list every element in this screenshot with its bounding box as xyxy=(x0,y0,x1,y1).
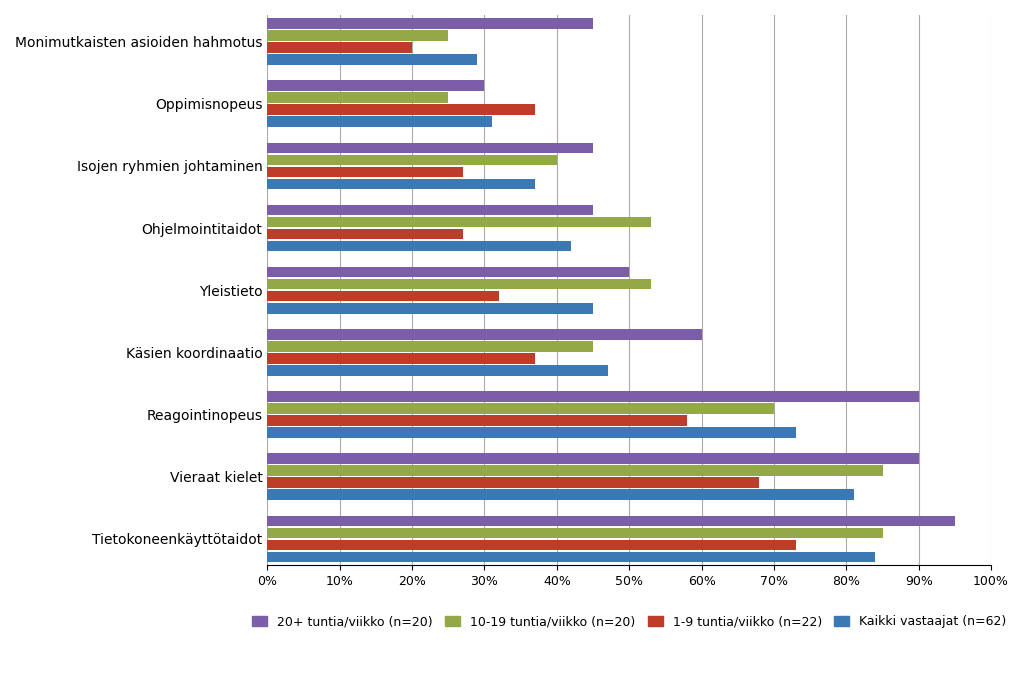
Bar xyxy=(267,241,571,251)
Bar xyxy=(267,303,593,314)
Bar xyxy=(267,166,463,177)
Bar xyxy=(267,155,557,165)
Bar xyxy=(267,489,854,500)
Bar xyxy=(267,18,593,29)
Bar xyxy=(267,416,687,426)
Bar xyxy=(267,528,883,538)
Bar xyxy=(267,217,651,227)
Bar xyxy=(267,477,760,488)
Bar xyxy=(267,205,593,215)
Bar xyxy=(267,54,477,65)
Bar xyxy=(267,228,463,239)
Bar xyxy=(267,515,954,526)
Bar xyxy=(267,465,883,476)
Bar xyxy=(267,279,651,290)
Bar xyxy=(267,30,449,41)
Bar xyxy=(267,403,774,414)
Bar xyxy=(267,552,876,562)
Bar xyxy=(267,427,796,438)
Bar xyxy=(267,391,919,402)
Bar xyxy=(267,329,701,340)
Bar xyxy=(267,267,629,277)
Bar xyxy=(267,92,449,103)
Bar xyxy=(267,341,593,352)
Bar xyxy=(267,291,499,301)
Bar xyxy=(267,453,919,464)
Bar xyxy=(267,42,412,53)
Bar xyxy=(267,539,796,550)
Legend: 20+ tuntia/viikko (n=20), 10-19 tuntia/viikko (n=20), 1-9 tuntia/viikko (n=22), : 20+ tuntia/viikko (n=20), 10-19 tuntia/v… xyxy=(247,610,1012,633)
Bar xyxy=(267,365,607,376)
Bar xyxy=(267,179,536,189)
Bar xyxy=(267,80,484,91)
Bar xyxy=(267,105,536,115)
Bar xyxy=(267,142,593,153)
Bar xyxy=(267,353,536,364)
Bar xyxy=(267,116,492,127)
